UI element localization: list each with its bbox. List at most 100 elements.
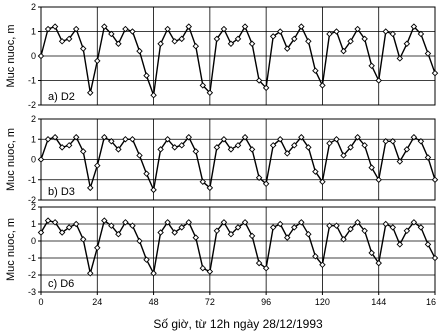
data-point	[396, 241, 404, 248]
data-point	[368, 249, 375, 257]
data-point	[108, 222, 115, 229]
data-point	[129, 222, 136, 229]
panel-1: 2 1 0 -1 -2 Muc nuoc, m a) D2	[5, 2, 439, 110]
data-point	[234, 224, 242, 231]
data-point	[150, 186, 157, 194]
x-tick-label: 24	[92, 297, 102, 307]
data-point	[424, 50, 432, 57]
data-point	[234, 142, 242, 149]
data-point	[192, 42, 200, 50]
data-point	[333, 136, 340, 143]
data-point	[340, 152, 347, 159]
data-point	[87, 270, 94, 277]
data-point	[368, 62, 375, 70]
data-point	[206, 89, 214, 96]
data-point	[115, 230, 122, 238]
y-tick-label: 1	[31, 219, 36, 229]
data-point	[276, 28, 284, 35]
data-point	[72, 133, 80, 141]
data-point	[220, 136, 228, 143]
y-tick-label: 0	[31, 51, 36, 61]
data-point	[417, 30, 425, 38]
data-point	[227, 40, 235, 47]
panel-2: 2 1 0 -1 -2 Muc nuoc, m b) D3	[5, 114, 439, 205]
data-point	[171, 144, 178, 151]
y-axis-label: Muc nuoc, m	[5, 25, 17, 88]
data-point	[122, 25, 129, 33]
data-point	[192, 148, 200, 155]
data-point	[101, 217, 108, 224]
data-point	[213, 227, 221, 235]
y-tick-label: 2	[31, 114, 36, 124]
data-point	[424, 154, 432, 161]
data-point	[94, 57, 101, 65]
data-point	[65, 142, 73, 149]
data-point	[255, 259, 263, 267]
data-point	[248, 146, 256, 153]
data-point	[347, 38, 354, 45]
data-point	[220, 219, 228, 226]
data-point	[431, 254, 439, 262]
data-point	[298, 219, 305, 226]
x-tick-label: 48	[149, 297, 159, 307]
data-point	[164, 25, 171, 33]
y-tick-label: 0	[31, 155, 36, 165]
data-point	[108, 30, 115, 38]
x-tick-label: 72	[205, 297, 215, 307]
data-point	[305, 144, 312, 151]
data-point	[150, 270, 157, 277]
data-point	[375, 259, 382, 267]
data-point	[361, 227, 368, 235]
data-point	[44, 25, 52, 33]
data-point	[403, 40, 411, 47]
data-point	[72, 25, 80, 33]
data-point	[305, 38, 312, 45]
x-tick-label: 96	[261, 297, 271, 307]
data-point	[115, 40, 122, 47]
data-point	[143, 170, 150, 177]
y-tick-label: -2	[28, 195, 36, 205]
x-tick-label: 144	[371, 297, 386, 307]
data-point	[37, 156, 45, 163]
panel-3: 2 1 0 -1 -2 -3 Muc nuoc, m c) D6	[5, 202, 439, 297]
data-point	[185, 219, 192, 226]
data-point	[94, 162, 101, 169]
data-point	[375, 77, 382, 84]
data-point	[44, 217, 52, 224]
data-point	[122, 219, 129, 226]
data-point	[354, 219, 361, 226]
data-point	[248, 40, 256, 47]
data-point	[213, 35, 221, 43]
data-point	[403, 227, 411, 235]
data-point	[255, 77, 263, 84]
data-point	[361, 142, 368, 149]
data-point	[389, 30, 397, 38]
data-point	[389, 138, 397, 145]
data-point	[185, 133, 192, 141]
y-tick-label: -1	[28, 253, 36, 263]
data-point	[51, 23, 59, 30]
data-point	[403, 146, 411, 153]
data-point	[255, 174, 263, 181]
data-point	[361, 35, 368, 43]
data-point	[410, 219, 418, 226]
data-point	[340, 236, 347, 243]
data-point	[65, 224, 73, 231]
data-point	[199, 178, 207, 186]
data-point	[143, 72, 150, 79]
data-point	[417, 224, 425, 231]
data-point	[382, 138, 389, 145]
panel-frame	[40, 206, 436, 293]
data-point	[150, 91, 157, 99]
data-point	[333, 222, 340, 229]
data-point	[424, 241, 432, 248]
data-point	[305, 230, 312, 238]
data-point	[87, 89, 94, 96]
x-tick-label: 16	[426, 297, 436, 307]
data-point	[241, 219, 249, 226]
y-axis-label: Muc nuoc, m	[5, 128, 17, 191]
x-axis: 0 24 48 72 96 120 144 16	[38, 292, 436, 307]
data-point	[79, 148, 87, 155]
data-point	[51, 133, 59, 141]
data-point	[312, 253, 319, 260]
